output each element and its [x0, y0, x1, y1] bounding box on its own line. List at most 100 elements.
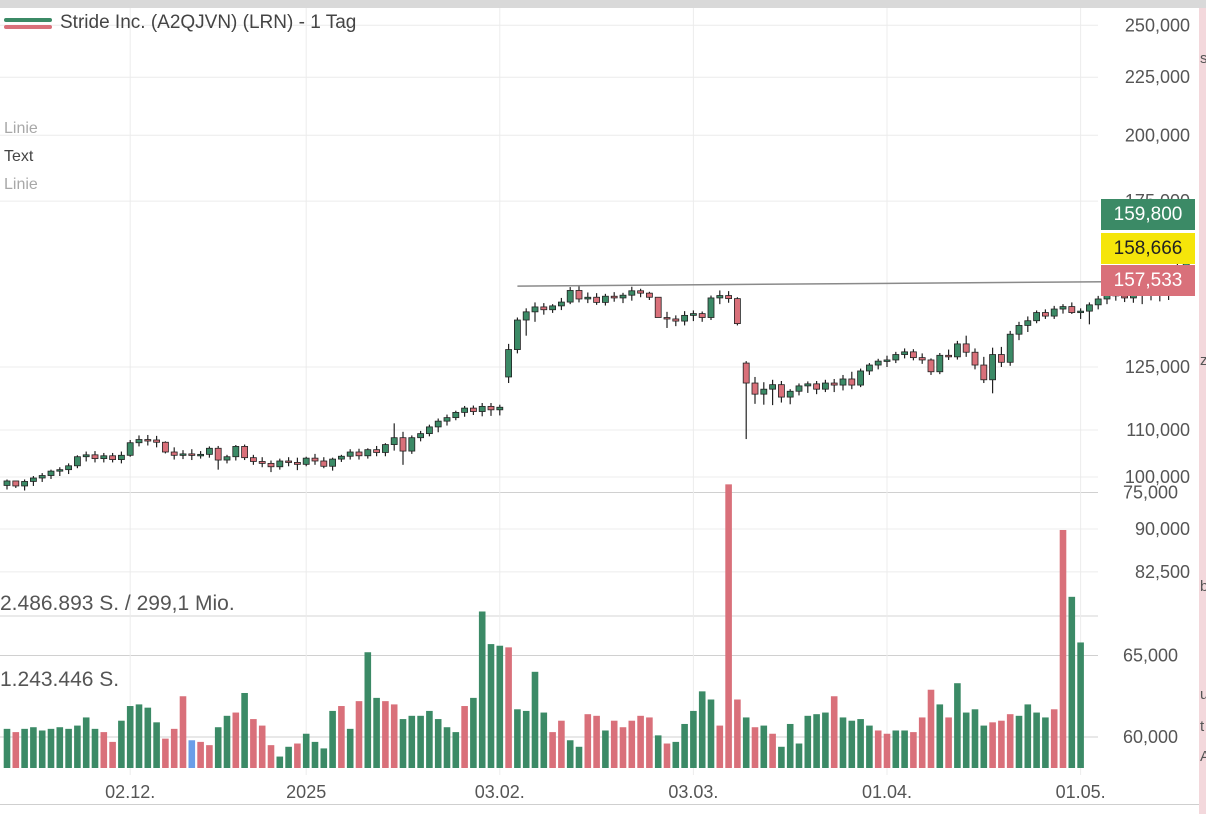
candle-body	[813, 383, 820, 390]
candle-body	[91, 454, 99, 460]
tool-linie-1[interactable]: Linie	[4, 120, 38, 137]
volume-bar	[408, 715, 416, 768]
volume-bar	[478, 611, 486, 768]
candle-body	[707, 297, 715, 318]
volume-bar	[795, 743, 803, 768]
candle-body	[399, 437, 407, 452]
candle-body	[205, 447, 213, 455]
candle-body	[267, 462, 275, 468]
volume-bar	[302, 733, 310, 768]
candle-body	[540, 306, 548, 311]
candle-body	[452, 412, 460, 419]
volume-bar	[56, 727, 64, 768]
candle-body	[628, 290, 636, 296]
volume-bar	[426, 710, 433, 768]
candle-body	[734, 298, 741, 325]
candle-body	[725, 295, 732, 300]
x-tick-label: 01.05.	[1056, 782, 1106, 802]
y-tick-label: 100,000	[1125, 467, 1190, 487]
volume-bar	[12, 732, 20, 768]
volume-bar	[1015, 715, 1023, 768]
candle-body	[531, 306, 539, 313]
volume-bar	[839, 717, 847, 768]
volume-bar	[100, 732, 108, 768]
price-badge-high: 159,800	[1101, 199, 1195, 230]
candle-body	[425, 426, 433, 435]
candle-body	[830, 382, 838, 386]
volume-bar	[197, 741, 204, 768]
candle-body	[1059, 306, 1067, 310]
candle-body	[12, 480, 20, 487]
candle-body	[302, 457, 310, 465]
edge-glyph: t	[1200, 718, 1205, 735]
candle-body	[293, 462, 301, 465]
volume-bar	[936, 704, 944, 768]
volume-bar	[390, 704, 398, 768]
volume-bar	[232, 712, 240, 768]
candle-body	[29, 477, 37, 482]
y-tick-label: 200,000	[1125, 125, 1190, 145]
y-tick-label: 110,000	[1126, 420, 1190, 440]
candle-body	[408, 437, 416, 452]
candle-body	[118, 454, 125, 460]
volume-bar	[989, 722, 996, 768]
volume-bar	[170, 728, 178, 768]
volume-bar	[628, 720, 636, 768]
candle-body	[936, 354, 944, 373]
candle-body	[575, 290, 583, 300]
candle-body	[443, 417, 451, 422]
volume-bar	[91, 728, 99, 768]
volume-bar	[74, 725, 81, 768]
volume-bar	[778, 746, 785, 768]
volume-bar	[549, 732, 556, 768]
volume-bar	[214, 727, 222, 768]
candle-body	[760, 388, 768, 395]
volume-bar	[769, 733, 776, 768]
volume-bar	[162, 738, 169, 768]
candle-body	[3, 480, 11, 486]
volume-bar	[822, 712, 829, 768]
tool-linie-2[interactable]: Linie	[4, 176, 38, 193]
candle-body	[654, 296, 662, 318]
volume-bar	[892, 730, 900, 768]
edge-glyph: z	[1200, 352, 1206, 369]
tool-text[interactable]: Text	[4, 148, 34, 165]
volume-bar	[294, 743, 301, 768]
legend[interactable]: Stride Inc. (A2QJVN) (LRN) - 1 Tag	[4, 12, 356, 34]
candle-body	[1050, 308, 1058, 317]
volume-bar	[698, 691, 706, 768]
volume-bar	[610, 720, 618, 768]
volume-bar	[452, 732, 460, 768]
candle-body	[690, 313, 697, 316]
volume-bar	[118, 720, 125, 768]
candle-body	[241, 446, 249, 459]
volume-bar	[496, 645, 504, 768]
candle-body	[663, 317, 671, 320]
volume-bar	[417, 715, 424, 768]
volume-tick-label: 60,000	[1123, 727, 1178, 747]
candle-body	[223, 456, 231, 461]
candle-body	[1024, 320, 1032, 326]
volume-bar	[786, 723, 794, 768]
x-tick-label: 01.04.	[862, 782, 912, 802]
volume-bar	[382, 701, 389, 768]
volume-bar	[707, 699, 715, 768]
edge-glyph: b	[1200, 578, 1206, 595]
candle-body	[109, 455, 116, 460]
candle-body	[135, 439, 143, 444]
candle-body	[892, 354, 900, 361]
x-tick-label: 03.02.	[475, 782, 525, 802]
candle-body	[751, 382, 759, 395]
candle-body	[126, 442, 134, 456]
volume-bar	[681, 723, 688, 768]
volume-bar	[135, 704, 143, 768]
candle-body	[82, 454, 90, 458]
volume-bar	[434, 719, 442, 768]
candle-body	[47, 470, 55, 476]
right-border	[1199, 8, 1206, 814]
volume-bar	[399, 719, 407, 768]
candle-body	[373, 449, 381, 453]
candle-body	[1086, 304, 1093, 312]
volume-bar	[338, 706, 345, 768]
